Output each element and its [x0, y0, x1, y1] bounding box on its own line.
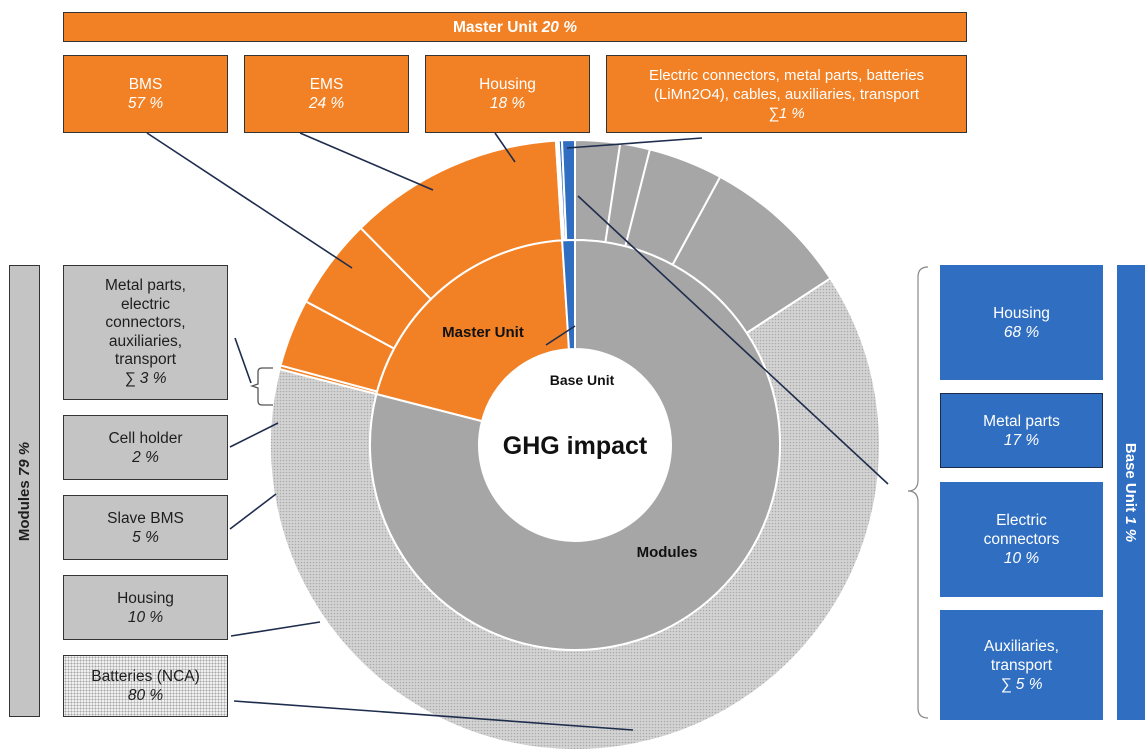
base-electric-connectors-pct: 10 % — [1003, 550, 1040, 567]
module-batteries-pct: 80 % — [127, 687, 164, 704]
module-batteries-box: Batteries (NCA) 80 % — [63, 655, 228, 717]
master-housing-label: Housing — [479, 76, 536, 93]
master-misc-pct: ∑1 % — [768, 104, 805, 122]
master-housing-box: Housing 18 % — [425, 55, 590, 133]
master-bms-label: BMS — [128, 76, 163, 93]
base-auxiliaries-label-line1: Auxiliaries, — [984, 637, 1059, 655]
module-misc-box: Metal parts, electric connectors, auxili… — [63, 265, 228, 400]
inner-ring — [369, 238, 781, 651]
module-cell-holder-box: Cell holder 2 % — [63, 415, 228, 480]
base-metal-parts-box: Metal parts 17 % — [940, 393, 1103, 468]
base-metal-parts-label: Metal parts — [983, 412, 1060, 430]
inner-label-modules: Modules — [637, 544, 698, 561]
module-housing-pct: 10 % — [127, 608, 164, 626]
base-metal-parts-pct: 17 % — [1003, 431, 1040, 449]
base-electric-connectors-box: Electric connectors 10 % — [940, 482, 1103, 597]
modules-misc-bracket — [249, 367, 273, 406]
modules-header: Modules 79 % — [9, 265, 40, 717]
connector-line — [233, 700, 634, 731]
module-slave-bms-pct: 5 % — [132, 528, 159, 546]
base-housing-pct: 68 % — [1003, 323, 1040, 341]
modules-header-label: Modules — [16, 479, 33, 541]
master-bms-box: BMS 57 % — [63, 55, 228, 133]
connector-line — [230, 621, 321, 637]
module-misc-label-line5: transport — [114, 351, 177, 368]
connector-line — [234, 337, 252, 384]
module-slave-bms-box: Slave BMS 5 % — [63, 495, 228, 560]
master-misc-box: Electric connectors, metal parts, batter… — [606, 55, 967, 133]
base-unit-bracket — [907, 266, 929, 719]
master-unit-header: Master Unit 20 % — [63, 12, 967, 42]
module-misc-label-line3: connectors, — [105, 314, 186, 331]
master-bms-pct: 57 % — [127, 95, 164, 112]
master-unit-header-label: Master Unit — [452, 18, 538, 36]
base-housing-label: Housing — [993, 304, 1050, 322]
master-ems-label: EMS — [309, 76, 344, 93]
module-cell-holder-label: Cell holder — [108, 429, 183, 447]
module-slave-bms-label: Slave BMS — [107, 509, 184, 527]
module-misc-label-line4: auxiliaries, — [108, 332, 183, 350]
module-cell-holder-pct: 2 % — [132, 448, 159, 466]
base-auxiliaries-box: Auxiliaries, transport ∑ 5 % — [940, 610, 1103, 720]
module-misc-label-line1: Metal parts, — [105, 277, 186, 294]
connector-line — [577, 195, 889, 485]
base-auxiliaries-label-line2: transport — [990, 656, 1053, 674]
center-hole — [479, 349, 671, 541]
connector-line — [545, 325, 576, 346]
connector-line — [299, 132, 434, 191]
overlay-lines — [146, 132, 929, 731]
master-ems-pct: 24 % — [308, 95, 345, 112]
modules-header-pct: 79 % — [16, 441, 33, 476]
base-auxiliaries-pct: ∑ 5 % — [1000, 675, 1043, 693]
base-unit-header: Base Unit 1 % — [1117, 265, 1145, 720]
base-electric-connectors-label-line2: connectors — [983, 531, 1060, 548]
inner-label-base-unit: Base Unit — [550, 372, 615, 388]
module-housing-box: Housing 10 % — [63, 575, 228, 640]
connector-line — [229, 493, 277, 530]
base-housing-box: Housing 68 % — [940, 265, 1103, 380]
base-electric-connectors-label-line1: Electric — [996, 512, 1047, 529]
module-housing-label: Housing — [117, 589, 174, 607]
module-misc-label-line2: electric — [120, 295, 171, 313]
base-unit-header-label: Base Unit — [1122, 442, 1140, 513]
connector-line — [146, 132, 353, 269]
master-ems-box: EMS 24 % — [244, 55, 409, 133]
inner-label-master-unit: Master Unit — [442, 324, 524, 341]
master-housing-pct: 18 % — [489, 95, 526, 112]
center-label: GHG impact — [503, 432, 648, 460]
base-unit-header-pct: 1 % — [1122, 516, 1140, 543]
master-misc-label-line2: (LiMn2O4), cables, auxiliaries, transpor… — [653, 85, 920, 103]
connector-line — [566, 137, 703, 149]
module-batteries-label: Batteries (NCA) — [91, 668, 200, 685]
module-misc-pct: ∑ 3 % — [124, 369, 167, 387]
connector-line — [229, 422, 279, 448]
connector-line — [494, 132, 516, 163]
master-unit-header-pct: 20 % — [541, 18, 578, 36]
master-misc-label-line1: Electric connectors, metal parts, batter… — [648, 66, 925, 84]
